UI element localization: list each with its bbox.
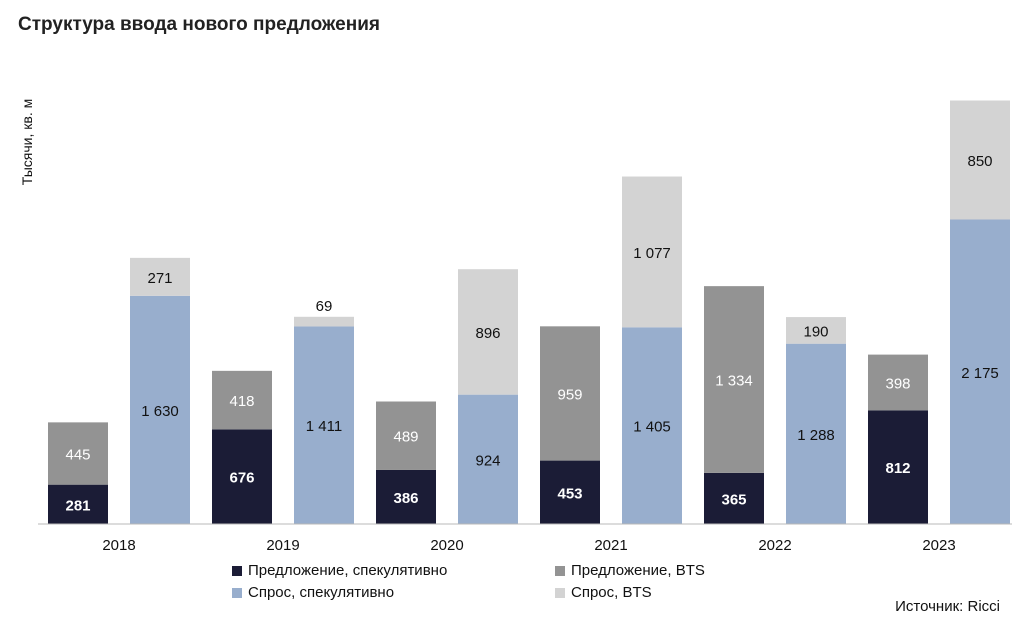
bar-segment (458, 394, 518, 524)
data-label: 1 405 (633, 419, 671, 436)
data-label: 812 (885, 460, 910, 477)
data-label: 850 (967, 153, 992, 170)
bar-segment (868, 354, 928, 411)
bar-segment (704, 286, 764, 473)
bars-layer (48, 100, 1010, 524)
x-tick-labels-layer: 2018 2019 2020 2021 2022 2023 (102, 537, 955, 554)
data-label: 69 (316, 298, 333, 315)
data-label: 271 (147, 270, 172, 287)
bar-segment (622, 327, 682, 524)
bar-segment (376, 469, 436, 524)
data-label: 281 (65, 497, 90, 514)
legend-label: Предложение, спекулятивно (248, 562, 448, 579)
bar-segment (540, 326, 600, 461)
x-tick-label: 2022 (758, 537, 791, 554)
bar-segment (622, 176, 682, 328)
data-label: 1 288 (797, 427, 835, 444)
bar-segment (458, 269, 518, 395)
bar-segment (950, 100, 1010, 220)
legend-item-supply-bts: Предложение, BTS (555, 562, 705, 579)
legend-swatch (555, 565, 565, 576)
bar-segment (868, 410, 928, 524)
bar-segment (130, 257, 190, 296)
legend-label: Спрос, спекулятивно (248, 584, 395, 601)
data-label: 896 (475, 325, 500, 342)
bar-segment (48, 484, 108, 524)
bar-segment (704, 472, 764, 524)
bar-segment (212, 429, 272, 524)
data-label: 398 (885, 375, 910, 392)
bar-segment (130, 295, 190, 524)
data-label: 445 (65, 447, 90, 464)
data-label: 1 334 (715, 373, 753, 390)
data-label: 365 (721, 491, 746, 508)
bar-segment (540, 460, 600, 524)
data-label: 2 175 (961, 365, 999, 382)
x-tick-label: 2018 (102, 537, 135, 554)
data-label: 418 (229, 393, 254, 410)
x-tick-label: 2019 (266, 537, 299, 554)
legend-item-demand-bts: Спрос, BTS (555, 584, 652, 601)
bar-segment (376, 401, 436, 470)
bar-segment (786, 317, 846, 344)
bar-segment (294, 326, 354, 524)
data-label: 1 630 (141, 403, 179, 420)
legend-item-demand-spec: Спрос, спекулятивно (232, 584, 394, 601)
data-label: 386 (393, 490, 418, 507)
stacked-bar-chart: Тысячи, кв. м 281 445 1 630 271 676 418 1 411 6… (19, 99, 1012, 554)
legend-swatch (232, 587, 242, 598)
legend-swatch (232, 565, 242, 576)
legend-label: Предложение, BTS (571, 562, 705, 579)
data-label: 924 (475, 452, 500, 469)
x-tick-label: 2023 (922, 537, 955, 554)
legend-label: Спрос, BTS (571, 584, 652, 601)
legend-swatch (555, 587, 565, 598)
data-label: 1 077 (633, 245, 671, 262)
data-label: 190 (803, 323, 828, 340)
bar-segment (212, 370, 272, 430)
y-axis-label: Тысячи, кв. м (19, 99, 35, 185)
data-labels-layer: 281 445 1 630 271 676 418 1 411 69 386 489 924 896 4… (65, 153, 998, 514)
chart-title: Структура ввода нового предложения (18, 14, 380, 35)
bar-segment (950, 219, 1010, 524)
data-label: 489 (393, 429, 418, 446)
bar-segment (786, 343, 846, 524)
x-tick-label: 2020 (430, 537, 463, 554)
bar-segment (48, 422, 108, 485)
data-label: 959 (557, 386, 582, 403)
data-label: 676 (229, 470, 254, 487)
legend-item-supply-spec: Предложение, спекулятивно (232, 562, 447, 579)
data-label: 1 411 (306, 418, 342, 435)
bar-segment (294, 316, 354, 327)
x-tick-label: 2021 (594, 537, 627, 554)
source-note: Источник: Ricci (895, 598, 1000, 615)
data-label: 453 (557, 485, 582, 502)
